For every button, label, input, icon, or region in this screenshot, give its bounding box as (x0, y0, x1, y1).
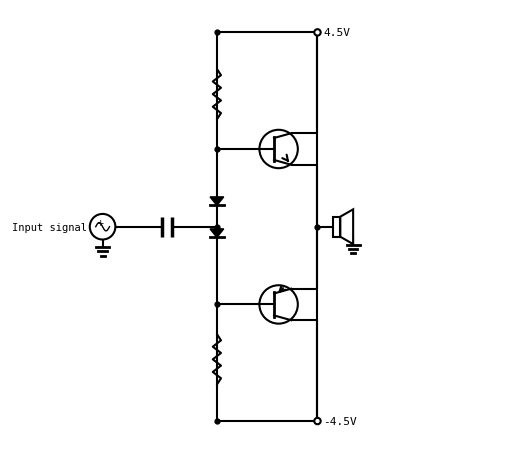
Circle shape (90, 214, 115, 240)
Polygon shape (210, 230, 224, 238)
Circle shape (314, 418, 321, 424)
Text: -4.5V: -4.5V (323, 416, 357, 426)
Polygon shape (340, 210, 353, 245)
Text: 4.5V: 4.5V (323, 28, 350, 38)
Polygon shape (210, 197, 224, 206)
Circle shape (314, 30, 321, 37)
Text: Input signal: Input signal (12, 222, 87, 232)
Polygon shape (333, 217, 340, 237)
Text: +: + (96, 218, 104, 227)
